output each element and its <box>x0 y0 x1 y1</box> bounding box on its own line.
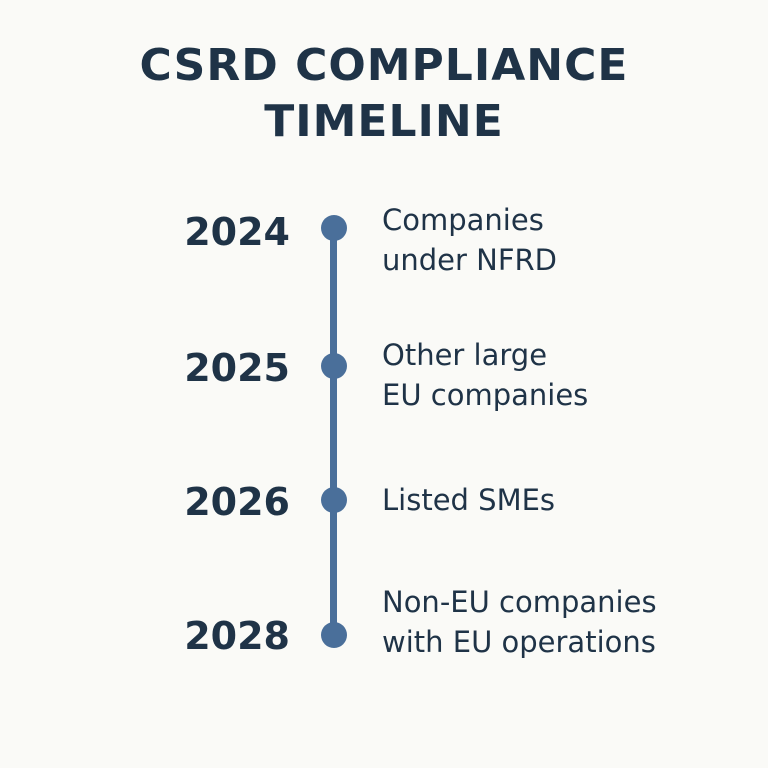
description-line: under NFRD <box>382 243 558 277</box>
description-line: Companies <box>382 203 544 237</box>
milestone-description-2026: Listed SMEs <box>382 480 762 520</box>
description-line: Other large <box>382 338 548 372</box>
timeline-dot-2026 <box>321 487 347 513</box>
milestone-description-2025: Other large EU companies <box>382 335 762 415</box>
description-line: with EU operations <box>382 625 656 659</box>
description-line: Listed SMEs <box>382 483 556 517</box>
page-title: CSRD COMPLIANCE TIMELINE <box>0 38 768 150</box>
title-line-2: TIMELINE <box>264 96 504 147</box>
milestone-description-2024: Companies under NFRD <box>382 200 762 280</box>
milestone-description-2028: Non-EU companies with EU operations <box>382 582 762 662</box>
timeline-dot-2024 <box>321 215 347 241</box>
timeline-axis <box>330 228 337 636</box>
timeline-dot-2025 <box>321 353 347 379</box>
description-line: Non-EU companies <box>382 585 657 619</box>
milestone-year-2025: 2025 <box>184 346 290 390</box>
title-line-1: CSRD COMPLIANCE <box>139 40 629 91</box>
description-line: EU companies <box>382 378 589 412</box>
milestone-year-2028: 2028 <box>184 614 290 658</box>
milestone-year-2024: 2024 <box>184 210 290 254</box>
milestone-year-2026: 2026 <box>184 480 290 524</box>
timeline-dot-2028 <box>321 622 347 648</box>
